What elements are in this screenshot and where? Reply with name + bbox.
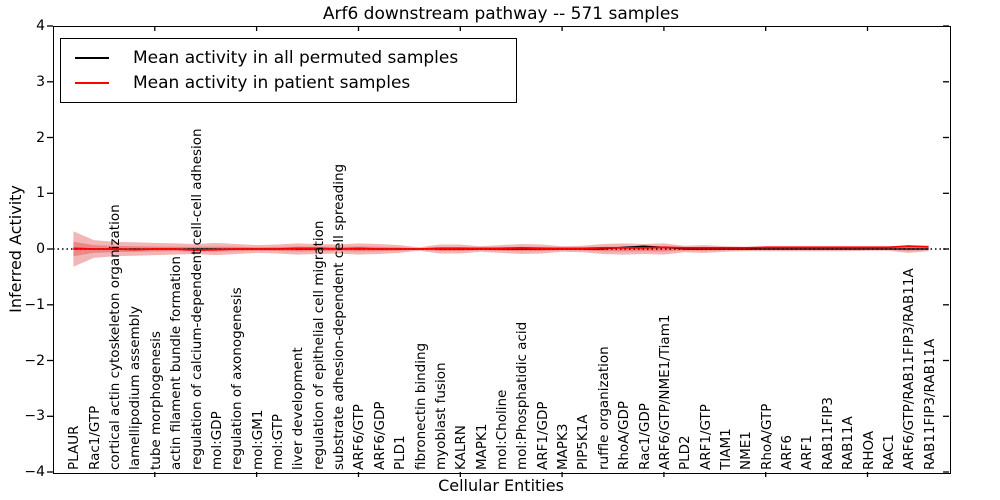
x-tick-label: PLAUR <box>66 425 83 470</box>
legend-item-permuted: Mean activity in all permuted samples <box>61 45 516 70</box>
legend-item-patient: Mean activity in patient samples <box>61 70 516 95</box>
y-tick-label: −2 <box>24 352 45 369</box>
x-tick-label: RHOA <box>860 430 877 470</box>
y-tick-label: 2 <box>36 129 45 146</box>
x-tick-label: ARF1/GDP <box>534 401 551 470</box>
x-tick-label: ARF6 <box>779 435 796 470</box>
y-tick-label: 0 <box>36 241 45 257</box>
x-tick-label: RAB11FIP3/RAB11A <box>921 338 938 470</box>
x-tick-label: ARF6/GTP/RAB11FIP3/RAB11A <box>901 268 918 470</box>
y-tick-label: −3 <box>24 408 45 425</box>
x-tick-label: regulation of axonogenesis <box>229 287 246 470</box>
x-tick-label: TIAM1 <box>718 428 734 470</box>
legend-label: Mean activity in all permuted samples <box>133 47 459 68</box>
x-tick-label: ARF1/GTP <box>697 404 714 470</box>
x-tick-label: mol:GM1 <box>249 409 266 470</box>
x-tick-label: regulation of epithelial cell migration <box>310 220 327 470</box>
x-tick-label: PLD1 <box>392 435 409 470</box>
x-tick-label: RhoA/GTP <box>758 403 775 470</box>
x-tick-label: ARF6/GDP <box>371 401 388 470</box>
x-tick-label: RAC1 <box>880 434 897 470</box>
legend-line-black-icon <box>75 56 109 59</box>
x-tick-label: actin filament bundle formation <box>168 256 185 470</box>
y-tick-label: −1 <box>24 296 45 313</box>
x-tick-label: substrate adhesion-dependent cell spread… <box>331 163 348 470</box>
legend-line-red-icon <box>75 81 109 84</box>
x-tick-label: mol:Choline <box>494 389 510 470</box>
x-tick-label: regulation of calcium-dependent cell-cel… <box>188 128 205 470</box>
chart-title: Arf6 downstream pathway -- 571 samples <box>322 4 680 24</box>
y-tick-label: −4 <box>24 464 45 480</box>
x-tick-label: tube morphogenesis <box>147 331 164 470</box>
x-tick-label: PIP5K1A <box>575 414 592 470</box>
x-tick-label: fibronectin binding <box>412 342 429 470</box>
x-tick-label: RhoA/GDP <box>616 401 633 470</box>
x-tick-label: mol:GTP <box>270 413 286 470</box>
x-tick-label: MAPK3 <box>555 423 572 470</box>
plot-canvas <box>47 25 949 477</box>
x-tick-label: ARF6/GTP/NME1/Tiam1 <box>656 314 673 470</box>
x-tick-label: RAB11FIP3 <box>819 397 836 470</box>
x-tick-label: ARF6/GTP <box>351 404 368 470</box>
x-tick-label: ruffle organization <box>595 346 612 470</box>
x-tick-label: MAPK1 <box>473 423 490 470</box>
y-tick-label: 4 <box>36 18 45 34</box>
x-axis-label: Cellular Entities <box>438 476 564 495</box>
x-tick-label: PLD2 <box>677 435 694 470</box>
x-tick-label: NME1 <box>738 431 755 470</box>
x-tick-label: lamellipodium assembly <box>127 306 144 470</box>
x-tick-label: RAB11A <box>840 416 857 470</box>
plot-frame <box>53 26 951 474</box>
y-tick-label: 3 <box>36 73 45 90</box>
x-tick-label: mol:Phosphatidic acid <box>514 321 531 470</box>
patient-mean-line <box>73 245 929 252</box>
legend-label: Mean activity in patient samples <box>133 72 411 93</box>
legend: Mean activity in all permuted samples Me… <box>60 38 517 103</box>
x-tick-label: ARF1 <box>799 435 816 470</box>
x-tick-label: Rac1/GTP <box>86 405 103 470</box>
x-tick-label: KALRN <box>453 425 470 470</box>
x-tick-label: liver development <box>290 347 307 470</box>
x-tick-label: mol:GDP <box>208 411 225 470</box>
x-tick-label: myoblast fusion <box>432 362 449 470</box>
x-tick-label: Rac1/GDP <box>636 403 653 470</box>
y-tick-label: 1 <box>36 185 45 202</box>
x-tick-label: cortical actin cytoskeleton organization <box>107 204 124 470</box>
